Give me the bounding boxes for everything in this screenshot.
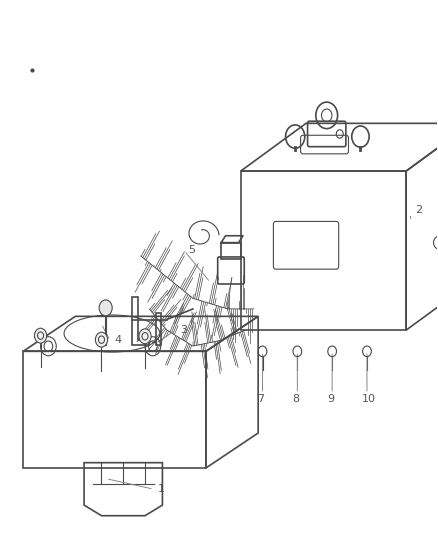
Text: 4: 4 — [115, 335, 122, 345]
Text: 8: 8 — [292, 394, 299, 403]
Text: 5: 5 — [188, 245, 195, 255]
Circle shape — [99, 300, 112, 316]
Text: 3: 3 — [180, 325, 187, 335]
Text: 9: 9 — [327, 394, 334, 403]
Circle shape — [95, 332, 108, 347]
Circle shape — [139, 329, 151, 344]
Text: 7: 7 — [257, 394, 265, 403]
Text: 2: 2 — [415, 206, 422, 215]
Text: 10: 10 — [362, 394, 376, 403]
Circle shape — [35, 328, 47, 343]
Text: 1: 1 — [158, 484, 165, 494]
